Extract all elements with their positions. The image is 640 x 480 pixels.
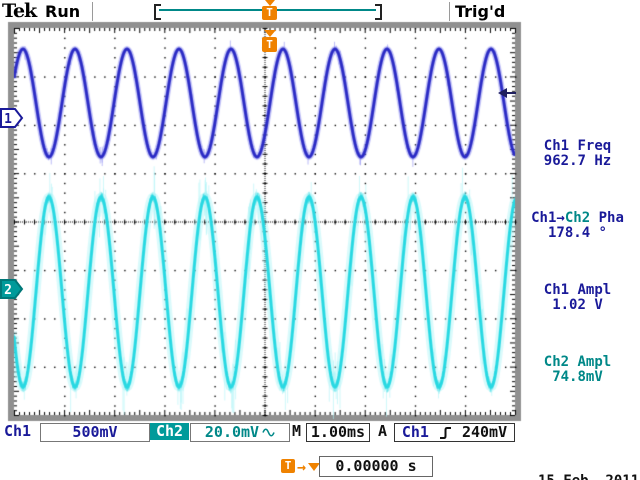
trigger-level-arrow-icon — [498, 88, 516, 98]
trigger-point-arrow-icon — [264, 30, 276, 37]
measurement-label: Ch1 Ampl — [543, 282, 612, 298]
tek-logo: Tek — [2, 0, 37, 22]
ch2-scale-value: 20.0mV — [204, 423, 260, 441]
trigger-source: Ch1 — [401, 423, 429, 441]
record-view-left-bracket — [154, 4, 161, 20]
measurement-label: Ch1 Freq — [543, 138, 612, 154]
svg-text:1: 1 — [4, 112, 12, 127]
trigger-level-value: 240mV — [461, 423, 508, 441]
ch2-badge: Ch2 — [150, 423, 189, 440]
measurement-ch2-ampl: Ch2 Ampl 74.8mV — [515, 355, 640, 385]
trigger-position-marker-icon: T — [262, 6, 277, 20]
ch2-scale-readout: 20.0mV — [190, 423, 290, 442]
ch2-ground-marker: 2 — [0, 279, 24, 299]
measurement-label: Ch1→Ch2 Pha — [531, 210, 624, 226]
record-view-right-bracket — [375, 4, 382, 20]
timebase-readout: 1.00ms — [306, 423, 370, 442]
trigger-status: Trig'd — [455, 2, 506, 21]
acquisition-status: Run — [45, 2, 81, 21]
measurement-ch1-ch2-phase: Ch1→Ch2 Pha 178.4 ° — [515, 211, 640, 241]
trigger-position-pointer-icon — [265, 0, 275, 6]
ch2-coupling-sine-icon — [262, 428, 275, 437]
trigger-type-label: A — [378, 422, 388, 440]
measurement-value: 1.02 V — [552, 297, 603, 313]
trigger-time-t-icon: T — [281, 459, 295, 473]
ch1-ground-marker: 1 — [0, 108, 24, 128]
measurement-label: Ch2 Ampl — [543, 354, 612, 370]
header-divider — [92, 2, 93, 21]
trigger-time-pointer-icon — [308, 463, 320, 471]
datetime-display: 15 Feb 2011 17:34:05 — [538, 444, 639, 480]
svg-text:2: 2 — [4, 283, 12, 298]
measurement-value: 74.8mV — [552, 369, 603, 385]
trigger-time-value-box: 0.00000 s — [319, 456, 433, 477]
rising-edge-icon — [439, 426, 451, 439]
header-divider — [449, 2, 450, 21]
ch1-scale-value: 500mV — [72, 423, 118, 441]
ch1-scale-readout: 500mV — [40, 423, 150, 442]
trigger-time-arrow-icon: → — [297, 458, 307, 476]
timebase-value: 1.00ms — [310, 423, 366, 441]
ch1-label: Ch1 — [4, 422, 32, 440]
measurement-ch1-freq: Ch1 Freq 962.7 Hz — [515, 139, 640, 169]
measurement-value: 178.4 ° — [547, 225, 607, 241]
measurement-value: 962.7 Hz — [543, 153, 612, 169]
measurement-ch1-ampl: Ch1 Ampl 1.02 V — [515, 283, 640, 313]
trigger-point-flag-icon: T — [262, 37, 277, 52]
trigger-readout: Ch1 240mV — [394, 423, 515, 442]
date-text: 15 Feb 2011 — [538, 474, 639, 480]
timebase-label: M — [292, 422, 302, 440]
